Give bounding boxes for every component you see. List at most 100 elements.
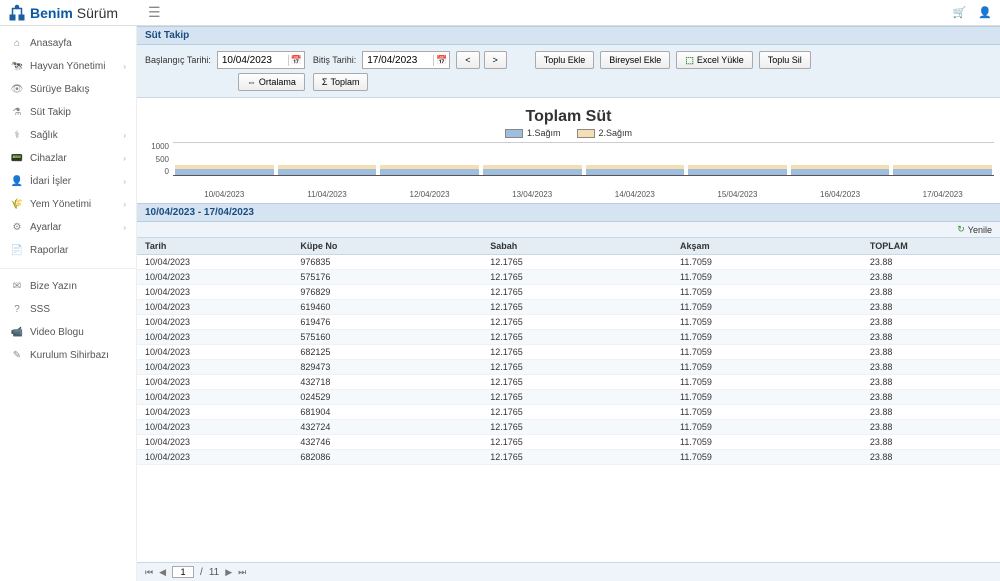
toplam-button[interactable]: ΣToplam <box>313 73 369 91</box>
table-cell: 23.88 <box>862 435 1000 450</box>
table-cell: 23.88 <box>862 405 1000 420</box>
table-row[interactable]: 10/04/202343272412.176511.705923.88 <box>137 420 1000 435</box>
table-row[interactable]: 10/04/202361946012.176511.705923.88 <box>137 300 1000 315</box>
bar-group <box>380 165 479 175</box>
logo[interactable]: BenimSürüm <box>8 4 118 22</box>
sidebar-item-label: Ayarlar <box>30 222 62 233</box>
table-cell: 619476 <box>292 315 482 330</box>
sidebar-item[interactable]: 🐄Hayvan Yönetimi› <box>0 55 136 78</box>
sidebar-icon: ⚙ <box>10 222 24 233</box>
sidebar-item[interactable]: ⚕Sağlık› <box>0 124 136 147</box>
sidebar-item[interactable]: ⌂ Anasayfa <box>0 32 136 55</box>
start-date-label: Başlangıç Tarihi: <box>145 55 211 65</box>
sidebar-item[interactable]: ⚗Süt Takip <box>0 101 136 124</box>
table-row[interactable]: 10/04/202357516012.176511.705923.88 <box>137 330 1000 345</box>
table-cell: 11.7059 <box>672 345 862 360</box>
sidebar-item[interactable]: ✉Bize Yazın <box>0 275 136 298</box>
table-row[interactable]: 10/04/202368208612.176511.705923.88 <box>137 450 1000 465</box>
table-row[interactable]: 10/04/202343274612.176511.705923.88 <box>137 435 1000 450</box>
bar-group <box>483 165 582 175</box>
table-row[interactable]: 10/04/202382947312.176511.705923.88 <box>137 360 1000 375</box>
chart-title: Toplam Süt <box>143 104 994 128</box>
table-row[interactable]: 10/04/202302452912.176511.705923.88 <box>137 390 1000 405</box>
column-header[interactable]: TOPLAM <box>862 238 1000 255</box>
refresh-button[interactable]: ↻Yenile <box>957 224 992 235</box>
logo-text-1: Benim <box>30 5 73 21</box>
table-cell: 10/04/2023 <box>137 420 292 435</box>
sidebar-item[interactable]: 👁Sürüye Bakış <box>0 78 136 101</box>
pager-sep: / <box>200 567 203 578</box>
table-row[interactable]: 10/04/202397683512.176511.705923.88 <box>137 255 1000 270</box>
bar-segment <box>791 169 890 175</box>
table-cell: 024529 <box>292 390 482 405</box>
next-button[interactable]: > <box>484 51 507 69</box>
table-cell: 682086 <box>292 450 482 465</box>
ortalama-button[interactable]: ⇔Ortalama <box>238 73 305 91</box>
sidebar-item[interactable]: 📄Raporlar <box>0 239 136 262</box>
table-cell: 619460 <box>292 300 482 315</box>
data-table: TarihKüpe NoSabahAkşamTOPLAM 10/04/20239… <box>137 238 1000 562</box>
x-tick: 15/04/2023 <box>686 188 789 199</box>
x-tick: 14/04/2023 <box>584 188 687 199</box>
column-header[interactable]: Küpe No <box>292 238 482 255</box>
table-cell: 23.88 <box>862 255 1000 270</box>
table-cell: 432724 <box>292 420 482 435</box>
calendar-icon[interactable]: 📅 <box>288 55 304 66</box>
sidebar-icon: ⌂ <box>10 38 24 49</box>
chevron-right-icon: › <box>123 177 126 186</box>
end-date-field[interactable] <box>363 53 433 68</box>
table-row[interactable]: 10/04/202397682912.176511.705923.88 <box>137 285 1000 300</box>
sidebar-item[interactable]: ?SSS <box>0 298 136 321</box>
pager-page-input[interactable] <box>172 566 194 578</box>
sidebar-icon: ✎ <box>10 350 24 361</box>
table-cell: 12.1765 <box>482 435 672 450</box>
sidebar-item[interactable]: ✎Kurulum Sihirbazı <box>0 344 136 367</box>
bar-group <box>893 165 992 175</box>
table-cell: 976835 <box>292 255 482 270</box>
calendar-icon[interactable]: 📅 <box>433 55 449 66</box>
table-cell: 23.88 <box>862 450 1000 465</box>
toplu-ekle-button[interactable]: Toplu Ekle <box>535 51 595 69</box>
column-header[interactable]: Tarih <box>137 238 292 255</box>
pager-next-icon[interactable]: ▶ <box>225 567 232 578</box>
sidebar-item-label: Anasayfa <box>30 38 72 49</box>
end-date-input[interactable]: 📅 <box>362 51 450 69</box>
menu-toggle-icon[interactable]: ☰ <box>148 4 161 21</box>
sidebar-item[interactable]: 🌾Yem Yönetimi› <box>0 193 136 216</box>
table-row[interactable]: 10/04/202357517612.176511.705923.88 <box>137 270 1000 285</box>
table-cell: 11.7059 <box>672 375 862 390</box>
table-row[interactable]: 10/04/202343271812.176511.705923.88 <box>137 375 1000 390</box>
excel-yukle-button[interactable]: ⬚Excel Yükle <box>676 51 752 69</box>
sidebar-icon: ⚗ <box>10 107 24 118</box>
x-tick: 11/04/2023 <box>276 188 379 199</box>
table-row[interactable]: 10/04/202368190412.176511.705923.88 <box>137 405 1000 420</box>
cart-icon[interactable]: 🛒 <box>953 6 967 19</box>
table-row[interactable]: 10/04/202361947612.176511.705923.88 <box>137 315 1000 330</box>
pager-first-icon[interactable]: ⏮ <box>145 567 153 578</box>
table-row[interactable]: 10/04/202368212512.176511.705923.88 <box>137 345 1000 360</box>
chart-plot <box>173 142 994 176</box>
sidebar-item-label: Sürüye Bakış <box>30 84 89 95</box>
prev-button[interactable]: < <box>456 51 479 69</box>
pager-last-icon[interactable]: ⏭ <box>238 567 246 578</box>
table-cell: 23.88 <box>862 330 1000 345</box>
sidebar-icon: ⚕ <box>10 130 24 141</box>
start-date-field[interactable] <box>218 53 288 68</box>
table-cell: 11.7059 <box>672 270 862 285</box>
user-icon[interactable]: 👤 <box>978 6 992 19</box>
bar-segment <box>688 169 787 175</box>
sidebar-item[interactable]: 📟Cihazlar› <box>0 147 136 170</box>
toplu-sil-button[interactable]: Toplu Sil <box>759 51 811 69</box>
sidebar-item[interactable]: 📹Video Blogu <box>0 321 136 344</box>
pager-prev-icon[interactable]: ◀ <box>159 567 166 578</box>
end-date-label: Bitiş Tarihi: <box>313 55 356 65</box>
chevron-right-icon: › <box>123 62 126 71</box>
start-date-input[interactable]: 📅 <box>217 51 305 69</box>
column-header[interactable]: Sabah <box>482 238 672 255</box>
legend-item: 1.Sağım <box>505 128 561 138</box>
column-header[interactable]: Akşam <box>672 238 862 255</box>
sidebar-item[interactable]: ⚙Ayarlar› <box>0 216 136 239</box>
table-cell: 575176 <box>292 270 482 285</box>
sidebar-item[interactable]: 👤İdari İşler› <box>0 170 136 193</box>
bireysel-ekle-button[interactable]: Bireysel Ekle <box>600 51 670 69</box>
